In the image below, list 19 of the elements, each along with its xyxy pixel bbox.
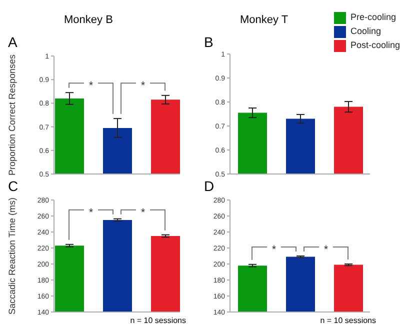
text: n = 10 sessions [320, 316, 376, 325]
text: B [204, 34, 214, 50]
y-axis-title: Saccadic Reaction Time (ms) [7, 197, 18, 315]
annotation: * [272, 244, 277, 256]
annotation: * [324, 244, 329, 256]
chart-title: Monkey T [240, 14, 288, 26]
annotation: * [140, 80, 146, 92]
text: C [8, 178, 18, 194]
text: A [8, 34, 18, 50]
text: n = 10 sessions [130, 316, 186, 325]
legend-label: Pre-cooling [350, 12, 396, 22]
annotation: * [88, 206, 94, 219]
legend-label: Post-cooling [350, 40, 400, 50]
text: D [204, 178, 214, 194]
y-axis-title: Proportion Correct Responses [7, 54, 18, 176]
legend-label: Cooling [350, 26, 381, 36]
chart-title: Monkey B [64, 14, 113, 26]
annotation: * [88, 80, 94, 92]
annotation: * [140, 206, 146, 219]
